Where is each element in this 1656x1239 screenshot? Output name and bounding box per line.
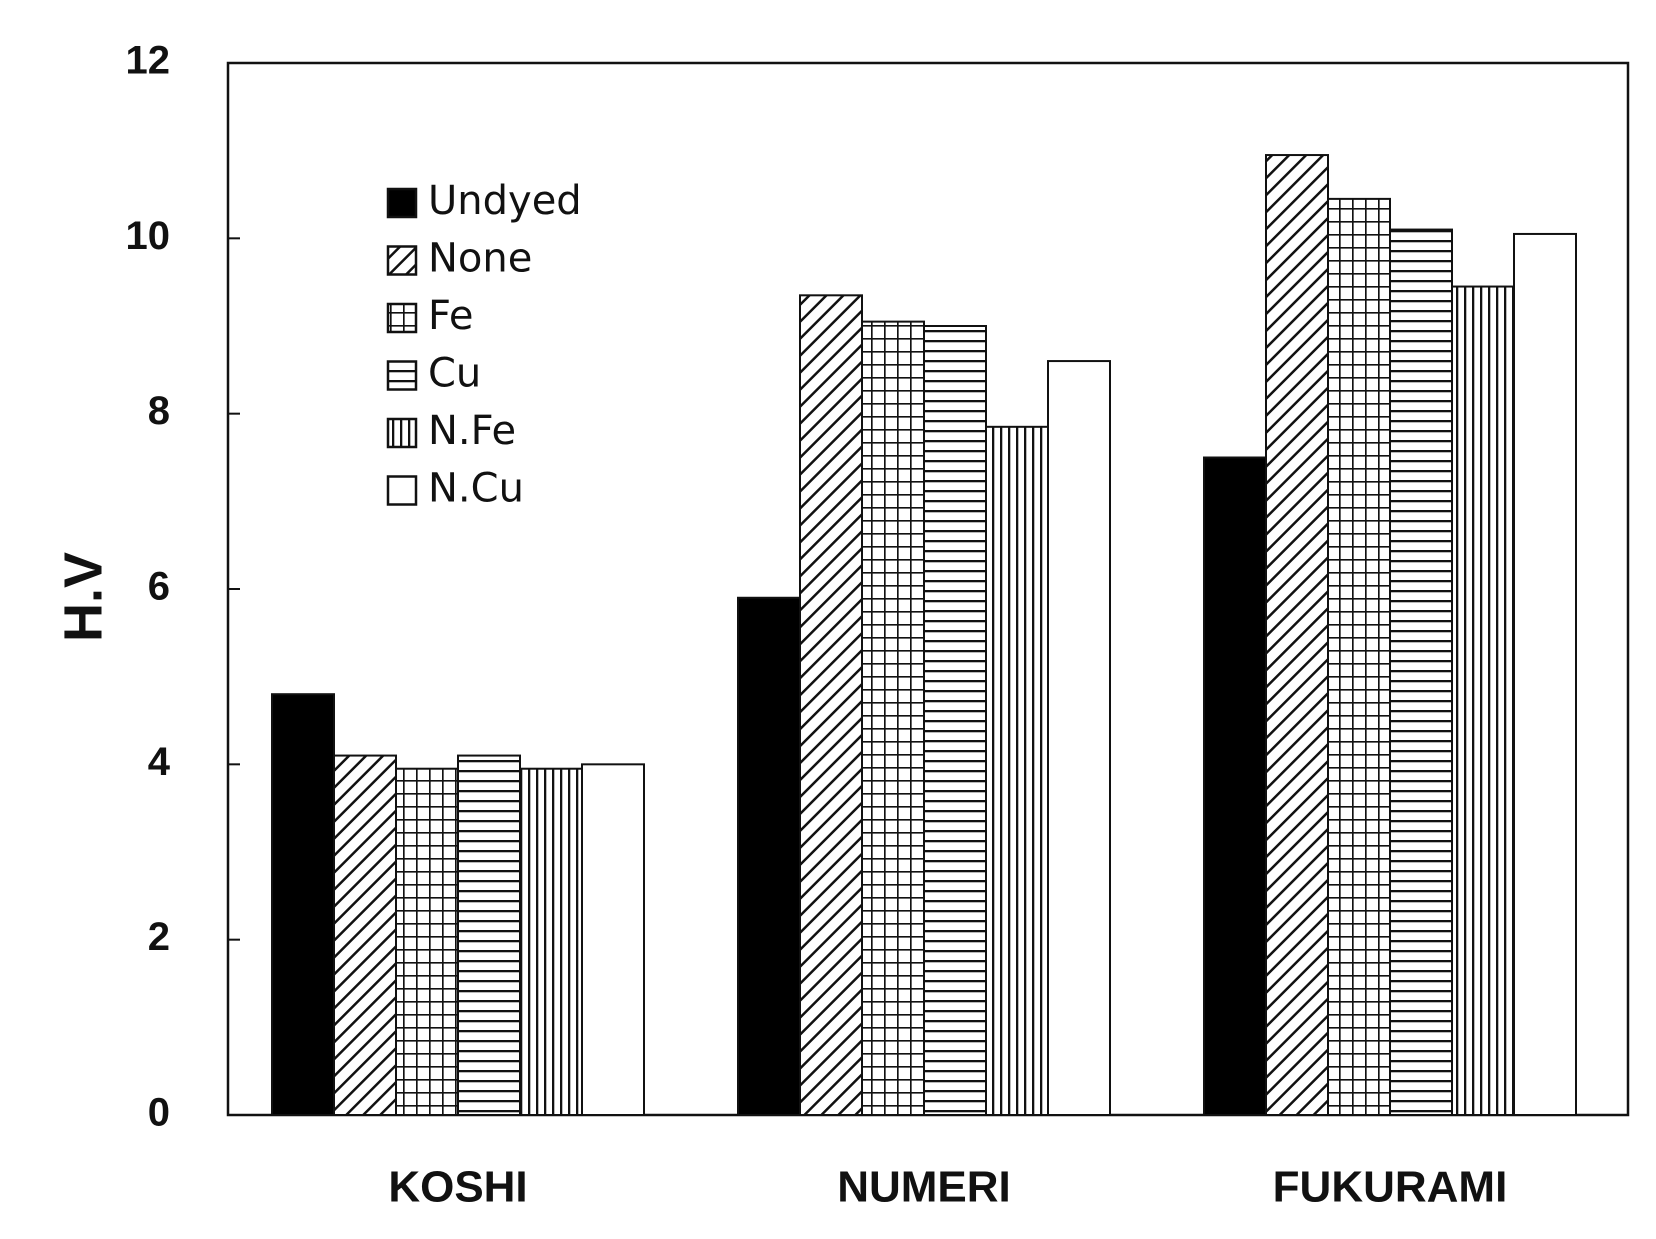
x-category-label: KOSHI xyxy=(388,1163,527,1212)
bar-numeri-cu xyxy=(923,325,987,1116)
legend-label: Fe xyxy=(428,293,473,339)
legend-swatch xyxy=(386,245,418,276)
bar-numeri-none xyxy=(799,294,863,1117)
legend-swatch xyxy=(386,302,418,334)
legend-swatch xyxy=(386,187,418,219)
legend-swatch xyxy=(386,475,418,506)
bar-numeri-nfe xyxy=(985,425,1049,1117)
y-tick-label: 2 xyxy=(148,915,170,959)
y-tick-label: 10 xyxy=(126,214,171,258)
legend-label: N.Cu xyxy=(428,466,524,512)
y-tick-label: 0 xyxy=(148,1091,170,1135)
legend-label: None xyxy=(428,236,532,282)
bar-fukurami-none xyxy=(1265,154,1329,1117)
legend-swatch xyxy=(386,417,418,449)
x-axis-category-labels: KOSHI NUMERI FUKURAMI xyxy=(388,1163,1507,1212)
y-tick-label: 6 xyxy=(148,565,170,609)
legend-label: Cu xyxy=(428,351,481,397)
x-category-label: FUKURAMI xyxy=(1273,1163,1508,1212)
y-axis-ticks: 0 2 4 6 8 10 12 xyxy=(126,39,240,1135)
y-tick-label: 8 xyxy=(148,389,170,433)
bar-fukurami-ncu xyxy=(1513,232,1577,1116)
legend-label: N.Fe xyxy=(428,408,516,454)
bars xyxy=(271,154,1577,1117)
bar-koshi-cu xyxy=(457,754,521,1116)
bar-koshi-fe xyxy=(395,767,459,1116)
x-category-label: NUMERI xyxy=(837,1163,1011,1212)
bar-fukurami-fe xyxy=(1327,197,1391,1116)
bar-numeri-fe xyxy=(861,320,925,1117)
bar-koshi-nfe xyxy=(519,767,583,1116)
bar-fukurami-cu xyxy=(1389,228,1453,1117)
bar-numeri-ncu xyxy=(1047,360,1111,1117)
legend: Undyed None Fe Cu N.Fe N.Cu xyxy=(386,178,582,512)
bar-fukurami-nfe xyxy=(1451,285,1515,1116)
y-axis-label: H.V xyxy=(53,552,113,642)
legend-label: Undyed xyxy=(428,178,582,224)
legend-swatch xyxy=(386,360,418,391)
bar-koshi-none xyxy=(333,754,397,1116)
bar-fukurami-undyed xyxy=(1203,456,1267,1116)
bar-koshi-undyed xyxy=(271,693,335,1116)
y-tick-label: 12 xyxy=(126,39,171,83)
bar-koshi-ncu xyxy=(581,763,645,1116)
bar-numeri-undyed xyxy=(737,596,801,1116)
y-tick-label: 4 xyxy=(148,740,171,784)
